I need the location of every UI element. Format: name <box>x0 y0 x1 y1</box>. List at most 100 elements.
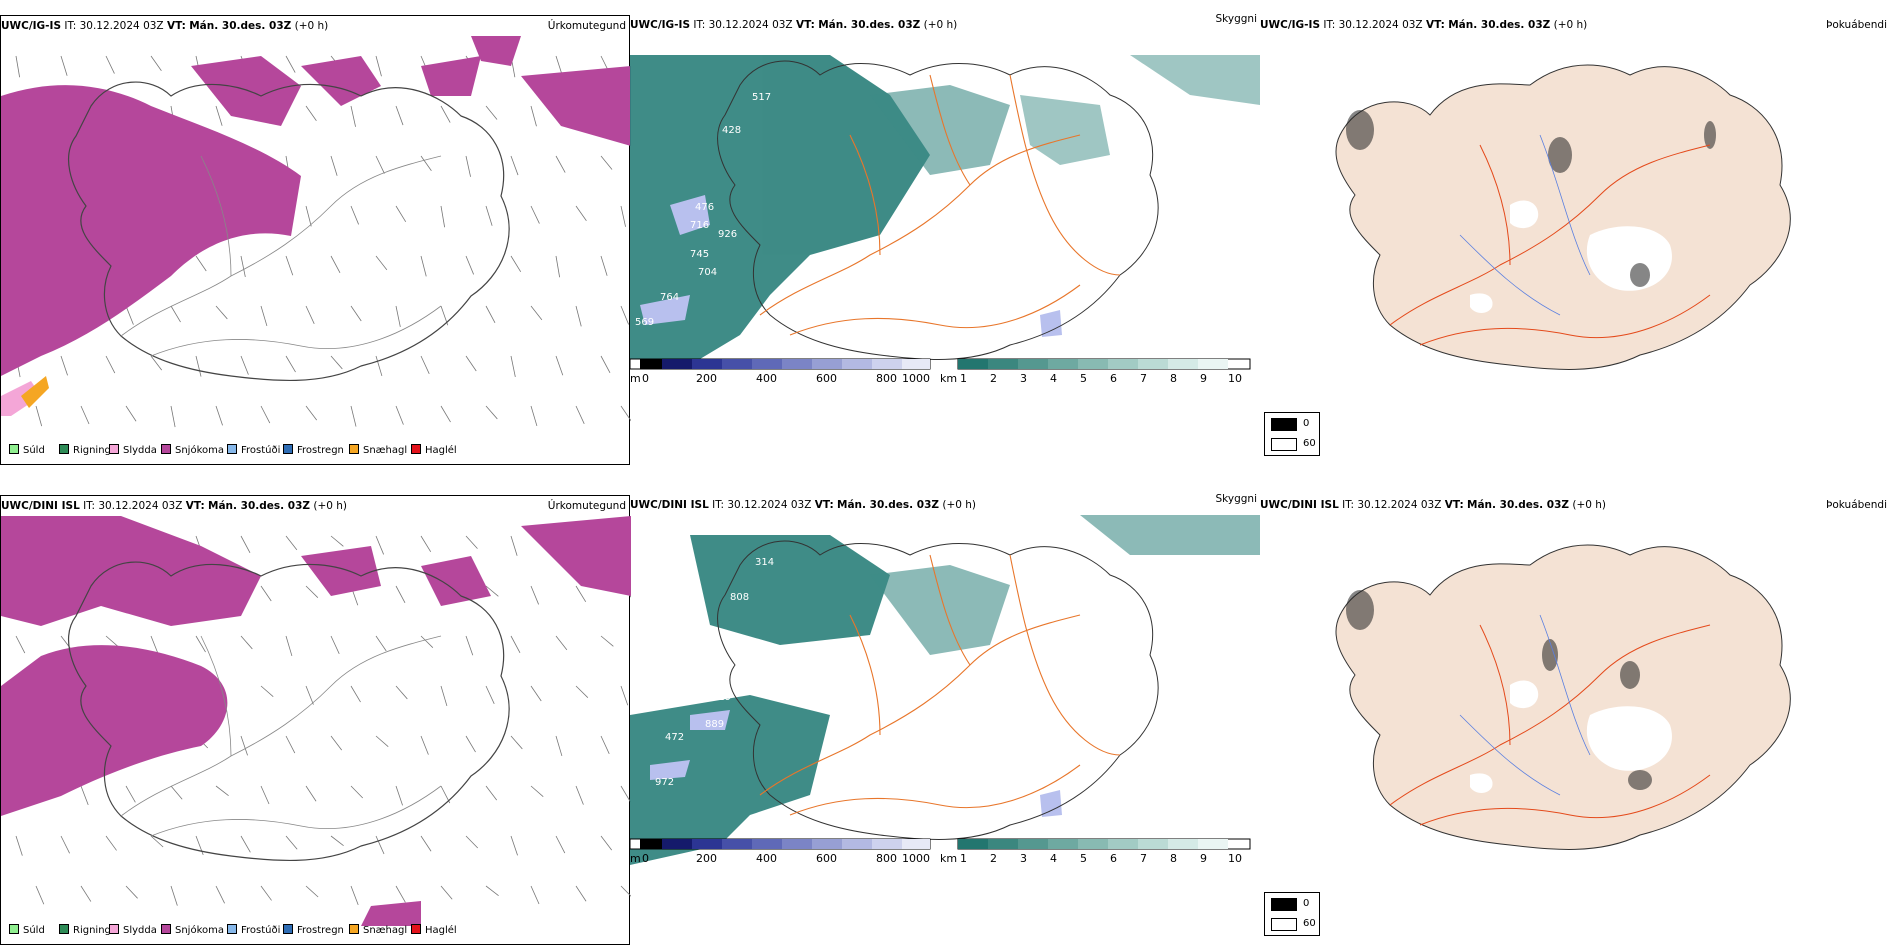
colorbar-tick: 7 <box>1140 372 1147 385</box>
wind-barb <box>195 835 204 856</box>
lead-time: (+0 h) <box>313 500 348 512</box>
wind-barb <box>60 355 68 376</box>
colorbar-km-swatches <box>957 838 1251 850</box>
wind-barb <box>240 835 251 853</box>
wind-barb <box>395 885 406 903</box>
legend-item: Frostregn <box>283 444 344 457</box>
wind-barb <box>15 55 21 78</box>
legend-item: Snjókoma <box>161 444 224 457</box>
roads <box>120 635 442 837</box>
visibility-label: 764 <box>660 292 679 303</box>
wind-barb <box>420 155 432 171</box>
fog-legend-value: 0 <box>1303 418 1310 429</box>
vt-value: Mán. 30.des. 03Z <box>1467 499 1570 511</box>
legend-swatch <box>227 444 237 454</box>
fog-legend-swatch-white <box>1271 918 1297 931</box>
wind-barb <box>215 405 223 426</box>
wind-barb <box>530 785 544 797</box>
wind-barb <box>530 205 540 224</box>
low-visibility-areas <box>630 515 1260 865</box>
colorbar-tick: 5 <box>1080 372 1087 385</box>
wind-barb <box>60 635 73 651</box>
iceland-coast <box>717 540 1159 840</box>
model-name: UWC/IG-IS <box>1260 19 1321 31</box>
wind-barb <box>510 535 518 556</box>
precip-map <box>1 516 631 926</box>
wind-barb <box>485 785 498 801</box>
wind-barb <box>60 835 70 854</box>
wind-barb <box>305 885 319 898</box>
model-name: UWC/DINI ISL <box>1260 499 1339 511</box>
wind-barb <box>555 355 564 376</box>
wind-barb <box>530 585 539 605</box>
colorbar-tick: 800 <box>876 372 897 385</box>
wind-barb <box>375 535 384 555</box>
wind-barb <box>420 535 432 553</box>
wind-barb <box>350 305 362 322</box>
fog-signal <box>1346 110 1716 287</box>
precip-type-panel-row2: UWC/DINI ISL IT: 30.12.2024 03Z VT: Mán.… <box>0 495 631 945</box>
wind-barb <box>510 735 523 750</box>
wind-barb <box>600 635 614 647</box>
colorbar-tick: 5 <box>1080 852 1087 865</box>
wind-barb <box>150 835 164 848</box>
wind-barb <box>170 785 183 800</box>
wind-barb <box>510 255 522 273</box>
wind-barb <box>260 305 268 327</box>
wind-barb <box>440 685 448 707</box>
snow-pellets-area <box>21 376 49 408</box>
panel-title: Þokuábendi <box>1826 19 1887 31</box>
it-value: 30.12.2024 03Z <box>1338 19 1423 31</box>
wind-barb <box>485 585 499 597</box>
legend-item: Frostregn <box>283 924 344 937</box>
lead-time: (+0 h) <box>1572 499 1607 511</box>
wind-barb <box>620 685 629 706</box>
fog-legend-value: 60 <box>1303 918 1316 929</box>
legend-swatch <box>349 444 359 454</box>
legend-label: Slydda <box>123 925 157 936</box>
iceland-coast <box>68 561 510 862</box>
fog-legend-value: 60 <box>1303 438 1316 449</box>
roads <box>1389 624 1711 826</box>
legend-item: Súld <box>9 924 45 937</box>
wind-barb <box>15 635 26 654</box>
glaciers <box>1470 680 1672 793</box>
wind-barb <box>530 405 538 427</box>
it-value: 30.12.2024 03Z <box>79 20 164 32</box>
it-value: 30.12.2024 03Z <box>727 499 812 511</box>
colorbar-tick: 8 <box>1170 372 1177 385</box>
colorbar-tick: 6 <box>1110 372 1117 385</box>
low-visibility-areas <box>630 55 1260 365</box>
wind-barb <box>575 785 584 805</box>
colorbar-tick: 200 <box>696 372 717 385</box>
legend-swatch <box>161 444 171 454</box>
wind-barb <box>350 205 359 225</box>
panel-title: Skyggni <box>1215 13 1258 25</box>
legend-swatch <box>59 444 69 454</box>
colorbar-tick: 600 <box>816 852 837 865</box>
wind-barb <box>150 355 163 371</box>
wind-barb <box>305 785 317 802</box>
wind-barb <box>125 885 138 899</box>
colorbar-tick: 800 <box>876 852 897 865</box>
legend-item: Frostúði <box>227 924 280 937</box>
wind-barb <box>465 535 478 549</box>
wind-barb <box>375 55 382 77</box>
visibility-label: 704 <box>698 267 717 278</box>
panel-header: UWC/DINI ISL IT: 30.12.2024 03Z VT: Mán.… <box>1 496 629 516</box>
legend-label: Frostúði <box>241 925 281 936</box>
wind-barb <box>485 405 498 420</box>
visibility-label: 745 <box>690 249 709 260</box>
wind-barb <box>150 635 159 655</box>
wind-barb <box>375 635 387 652</box>
wind-barb <box>330 635 340 654</box>
wind-barb <box>620 305 629 325</box>
legend-swatch <box>161 924 171 934</box>
vt-label: VT: <box>1425 19 1445 31</box>
iceland-coast <box>68 81 510 382</box>
wind-barb <box>575 205 587 221</box>
colorbar-m-swatches <box>630 358 931 370</box>
wind-barb <box>285 255 294 276</box>
visibility-panel-row1: UWC/IG-IS IT: 30.12.2024 03Z VT: Mán. 30… <box>630 13 1260 465</box>
